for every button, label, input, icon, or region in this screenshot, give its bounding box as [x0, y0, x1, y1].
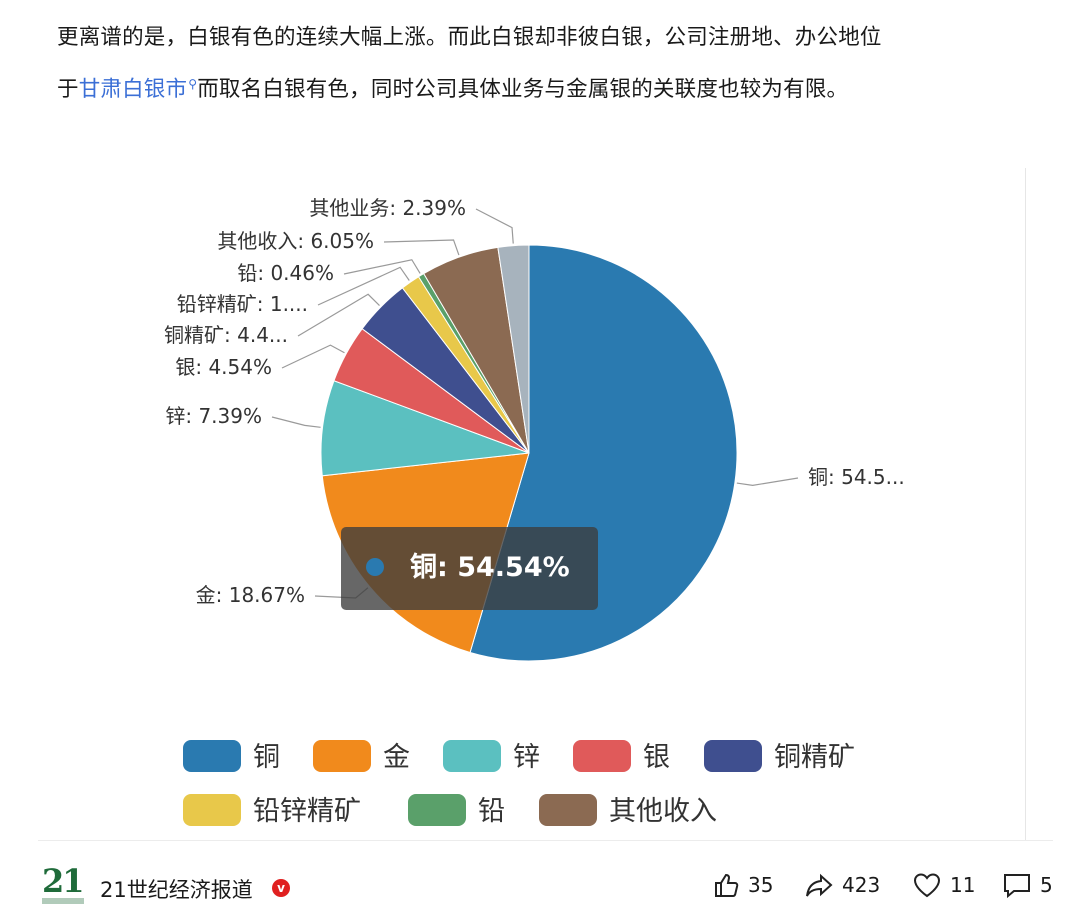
line2-prefix: 于	[57, 77, 79, 103]
like-count: 35	[748, 873, 774, 897]
slice-label-2: 锌: 7.39%	[165, 404, 262, 428]
pie-slices	[320, 244, 738, 662]
slice-label-4: 铜精矿: 4.4...	[164, 323, 288, 347]
chart-tooltip: 铜: 54.54%	[341, 527, 598, 610]
like-button[interactable]: 35	[712, 870, 773, 900]
logo-text: 21	[42, 862, 85, 900]
legend-label-0[interactable]: 铜	[253, 742, 280, 773]
article-line-2: 于甘肃白银市⚲而取名白银有色，同时公司具体业务与金属银的关联度也较为有限。	[57, 61, 1047, 113]
pie-slice-8[interactable]	[497, 244, 530, 454]
share-button[interactable]: 423	[804, 870, 880, 900]
legend-swatch-3[interactable]	[573, 740, 631, 772]
thumbs-up-icon	[715, 873, 739, 897]
slice-labels: 铜: 54.5... 金: 18.67% 锌: 7.39% 银: 4.54% 铜精矿: …	[164, 196, 905, 607]
favorite-count: 11	[950, 873, 976, 897]
legend-swatch-5[interactable]	[183, 794, 241, 826]
label-leader-0	[736, 477, 799, 486]
label-leader-3	[281, 344, 345, 369]
tooltip-box	[341, 527, 598, 610]
line2-suffix: 而取名白银有色，同时公司具体业务与金属银的关联度也较为有限。	[197, 77, 849, 103]
legend-swatch-6[interactable]	[408, 794, 466, 826]
article-line-1: 更离谱的是，白银有色的连续大幅上涨。而此白银却非彼白银，公司注册地、办公地位	[57, 25, 882, 50]
article-footer: 21 21世纪经济报道 v 35 423 11 5	[0, 848, 1083, 909]
slice-label-3: 银: 4.54%	[175, 355, 272, 379]
tooltip-marker	[366, 558, 384, 576]
heart-icon	[913, 873, 941, 898]
legend-swatch-4[interactable]	[704, 740, 762, 772]
slice-label-7: 其他收入: 6.05%	[217, 229, 374, 253]
label-leader-8	[475, 208, 514, 244]
article-paragraph: 更离谱的是，白银有色的连续大幅上涨。而此白银却非彼白银，公司注册地、办公地位 于…	[57, 14, 1047, 113]
pie-slice-2[interactable]	[320, 380, 530, 477]
slice-label-0: 铜: 54.5...	[808, 465, 905, 489]
publisher-logo[interactable]: 21	[42, 862, 85, 906]
logo-underline	[42, 898, 84, 904]
share-count: 423	[842, 873, 881, 897]
slice-label-8: 其他业务: 2.39%	[309, 196, 466, 220]
tooltip-text: 铜: 54.54%	[410, 552, 570, 583]
city-link[interactable]: 甘肃白银市	[78, 77, 188, 103]
author-name[interactable]: 21世纪经济报道	[100, 878, 253, 902]
legend-label-4[interactable]: 铜精矿	[774, 742, 855, 773]
slice-label-6: 铅: 0.46%	[237, 261, 334, 285]
comment-count: 5	[1040, 873, 1053, 897]
legend-label-5[interactable]: 铅锌精矿	[253, 796, 361, 827]
favorite-button[interactable]: 11	[912, 870, 975, 900]
legend-swatch-7[interactable]	[539, 794, 597, 826]
share-icon	[806, 873, 833, 897]
legend-label-1[interactable]: 金	[383, 742, 410, 773]
legend-swatch-2[interactable]	[443, 740, 501, 772]
verified-badge: v	[272, 879, 290, 897]
label-leader-2	[271, 416, 321, 428]
label-leader-5	[317, 266, 410, 306]
legend-label-7[interactable]: 其他收入	[609, 796, 717, 827]
search-icon[interactable]: ⚲	[188, 77, 198, 91]
slice-label-1: 金: 18.67%	[196, 583, 305, 607]
comment-button[interactable]: 5	[1002, 870, 1053, 900]
legend-swatch-1[interactable]	[313, 740, 371, 772]
label-leader-4	[297, 293, 380, 337]
legend-label-3[interactable]: 银	[643, 742, 670, 773]
legend-swatch-0[interactable]	[183, 740, 241, 772]
label-leader-7	[383, 239, 460, 256]
slice-label-5: 铅锌精矿: 1....	[177, 292, 308, 316]
comment-icon	[1004, 874, 1030, 899]
legend-label-2[interactable]: 锌	[513, 742, 540, 773]
label-leader-6	[343, 259, 421, 275]
divider-horizontal	[38, 840, 1053, 841]
divider-vertical	[1025, 168, 1026, 840]
legend-label-6[interactable]: 铅	[478, 796, 505, 827]
pie-chart: 铜: 54.5... 金: 18.67% 锌: 7.39% 银: 4.54% 铜精矿: …	[164, 196, 905, 827]
